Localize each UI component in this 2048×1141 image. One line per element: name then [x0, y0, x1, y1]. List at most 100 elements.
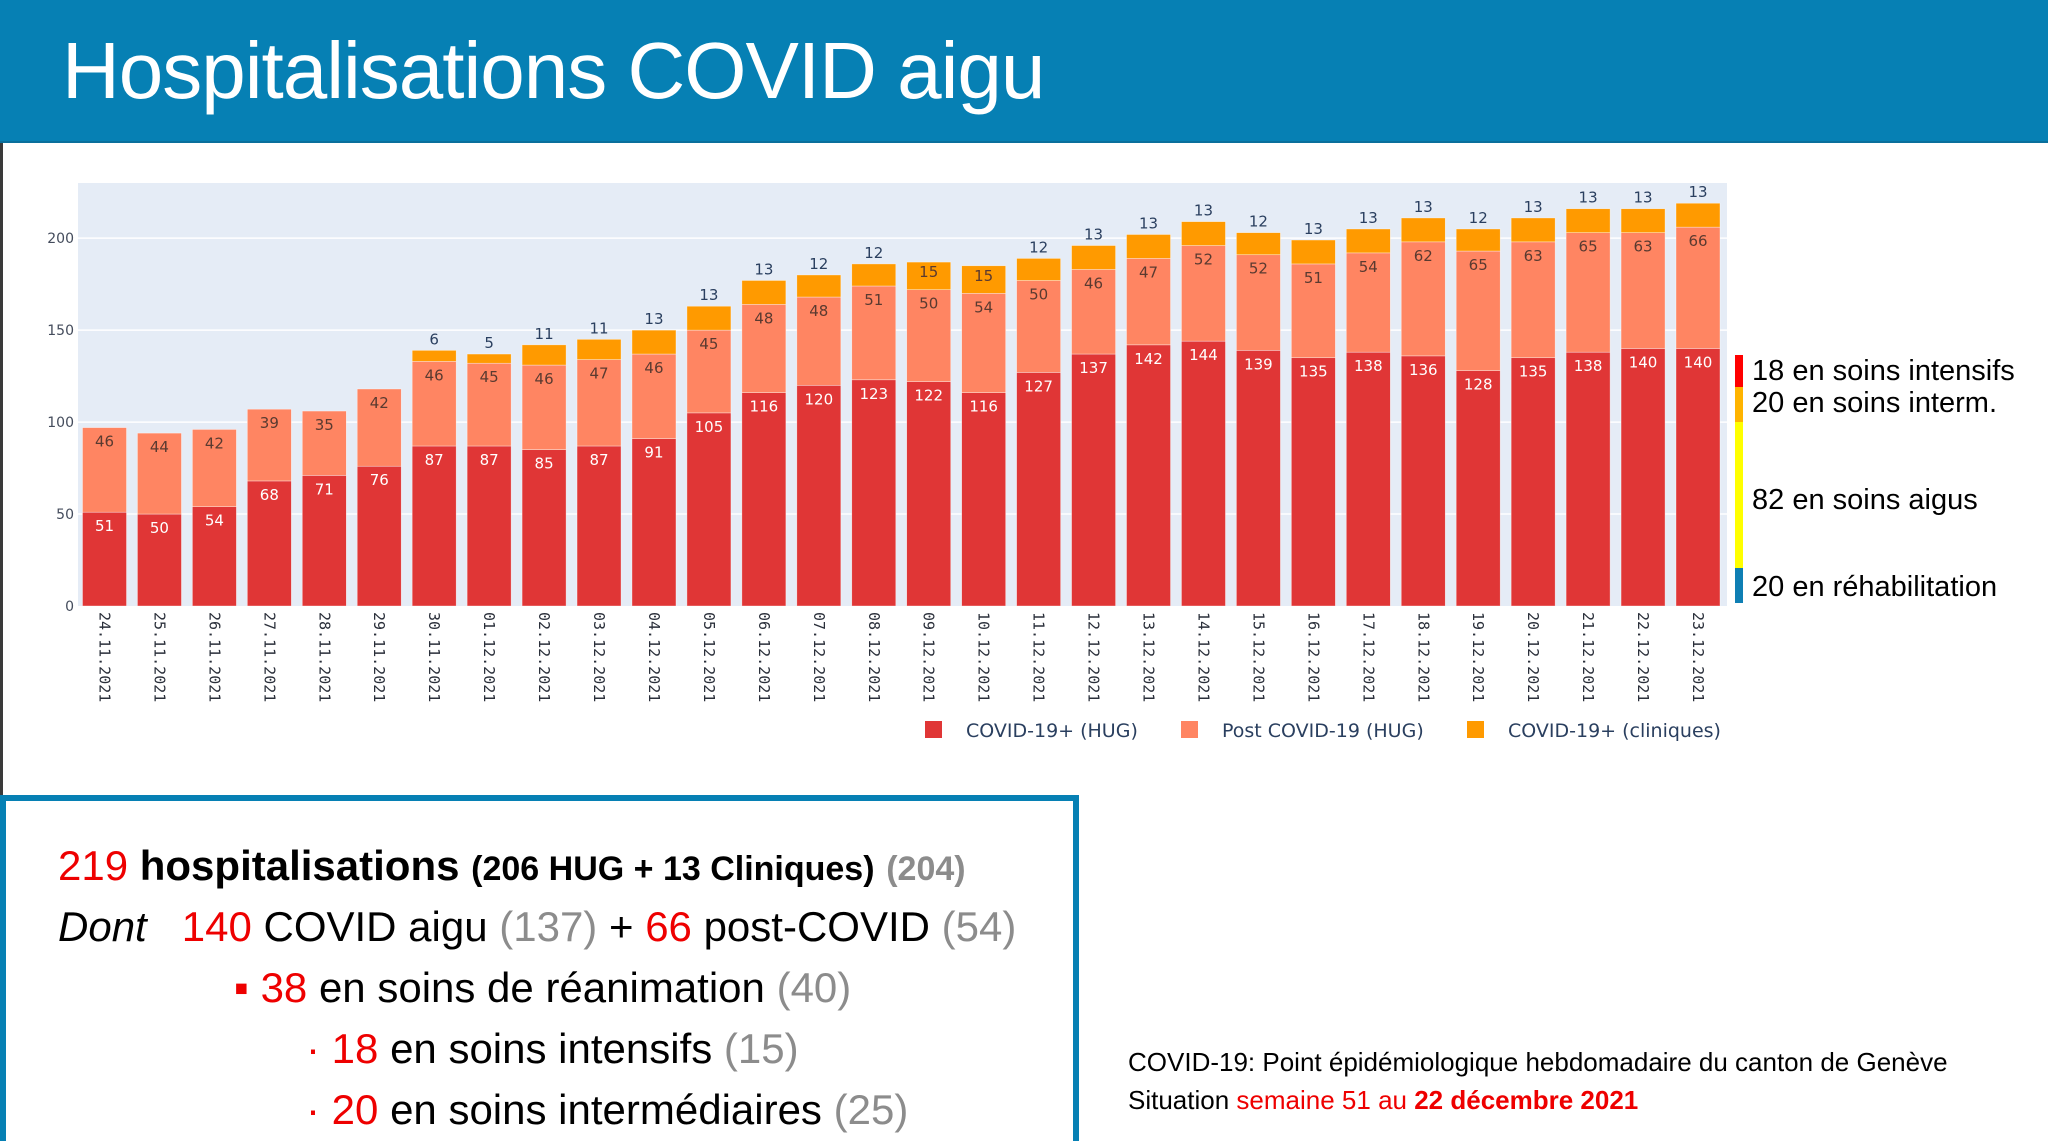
- label-post-covid-hug: 52: [1249, 260, 1268, 278]
- bar-post-covid-hug: [192, 429, 237, 507]
- label-covid-hug: 50: [150, 519, 169, 537]
- label-post-covid-hug: 50: [1029, 285, 1048, 303]
- bar-covid-hug: [192, 506, 237, 607]
- bar-covid-cliniques: [1675, 202, 1721, 228]
- label-covid-cliniques: 11: [589, 319, 608, 337]
- label-post-covid-hug: 48: [809, 302, 828, 320]
- label-covid-cliniques: 12: [809, 255, 828, 273]
- bar-post-covid-hug: [82, 427, 127, 513]
- bar-covid-hug: [356, 465, 402, 607]
- legend-label-covid-cliniques: COVID-19+ (cliniques): [1508, 720, 1721, 742]
- label-covid-cliniques: 13: [1634, 189, 1653, 207]
- reanimation-label: en soins de réanimation: [318, 964, 765, 1011]
- label-post-covid-hug: 47: [1139, 263, 1158, 281]
- bar-post-covid-hug: [1565, 232, 1611, 353]
- bar-post-covid-hug: [247, 408, 292, 482]
- bar-covid-hug: [1126, 344, 1171, 607]
- y-tick-label: 200: [47, 231, 74, 247]
- label-covid-hug: 76: [370, 471, 389, 489]
- y-tick-label: 0: [65, 599, 74, 615]
- label-post-covid-hug: 46: [95, 433, 114, 451]
- side-legend-bar-acute: [1735, 422, 1743, 568]
- bar-covid-hug: [1400, 355, 1446, 607]
- total-count: 219: [58, 842, 129, 889]
- reanimation-prev: (40): [776, 964, 852, 1011]
- legend-swatch-post-covid-hug: [1181, 721, 1198, 738]
- slide-header: Hospitalisations COVID aigu: [0, 0, 2048, 143]
- x-tick-label: 28.11.2021: [315, 612, 333, 702]
- bar-covid-hug: [1016, 372, 1061, 607]
- bar-covid-cliniques: [906, 261, 952, 290]
- x-tick-label: 14.12.2021: [1194, 612, 1212, 702]
- post-label: post-COVID: [703, 903, 930, 950]
- label-covid-cliniques: 13: [754, 260, 773, 278]
- label-covid-hug: 68: [260, 486, 279, 504]
- bar-post-covid-hug: [1126, 258, 1171, 346]
- x-tick-label: 05.12.2021: [700, 612, 718, 702]
- bar-post-covid-hug: [796, 296, 842, 386]
- summary-box: 219 hospitalisations (206 HUG + 13 Clini…: [0, 795, 1079, 1141]
- bar-covid-hug: [247, 480, 292, 607]
- label-covid-cliniques: 12: [1469, 209, 1488, 227]
- label-covid-hug: 120: [805, 390, 834, 408]
- bar-covid-hug: [1291, 357, 1336, 607]
- label-covid-hug: 140: [1684, 354, 1713, 372]
- x-tick-label: 22.12.2021: [1634, 612, 1652, 702]
- bar-covid-cliniques: [1016, 258, 1061, 281]
- x-tick-label: 26.11.2021: [205, 612, 223, 702]
- label-post-covid-hug: 51: [864, 291, 883, 309]
- x-tick-label: 11.12.2021: [1030, 612, 1048, 702]
- bar-post-covid-hug: [411, 361, 457, 447]
- intermediate-label: en soins intermédiaires: [390, 1086, 822, 1133]
- acute-prev: (137): [499, 903, 598, 950]
- side-legend-intermediate: 20 en soins interm.: [1752, 387, 1998, 419]
- intensive-prev: (15): [723, 1025, 799, 1072]
- summary-intensive-line: · 18 en soins intensifs (15): [306, 1024, 799, 1074]
- total-prev: (204): [886, 850, 966, 888]
- label-covid-cliniques: 12: [1249, 213, 1268, 231]
- label-covid-hug: 91: [644, 444, 663, 462]
- label-covid-hug: 87: [589, 451, 608, 469]
- label-covid-cliniques: 13: [699, 286, 718, 304]
- x-tick-label: 27.11.2021: [260, 612, 278, 702]
- label-post-covid-hug: 44: [150, 438, 169, 456]
- legend-label-post-covid-hug: Post COVID-19 (HUG): [1222, 720, 1424, 742]
- label-covid-cliniques: 13: [1084, 226, 1103, 244]
- y-tick-label: 150: [47, 323, 74, 339]
- bar-covid-hug: [796, 385, 842, 607]
- label-covid-cliniques: 11: [535, 325, 554, 343]
- dot-bullet-icon: ·: [306, 1086, 320, 1133]
- x-tick-label: 15.12.2021: [1249, 612, 1267, 702]
- label-covid-cliniques: 13: [1524, 198, 1543, 216]
- bar-post-covid-hug: [1291, 263, 1336, 359]
- label-post-covid-hug: 35: [315, 416, 334, 434]
- label-covid-hug: 87: [425, 451, 444, 469]
- x-tick-label: 07.12.2021: [810, 612, 828, 702]
- label-covid-hug: 128: [1464, 376, 1493, 394]
- bar-post-covid-hug: [466, 362, 512, 447]
- x-tick-label: 03.12.2021: [590, 612, 608, 702]
- label-post-covid-hug: 63: [1524, 247, 1543, 265]
- bar-post-covid-hug: [521, 364, 567, 450]
- total-label: hospitalisations: [139, 842, 460, 889]
- bar-covid-cliniques: [1620, 208, 1666, 233]
- label-covid-hug: 127: [1024, 377, 1053, 395]
- total-detail: (206 HUG + 13 Cliniques): [471, 850, 875, 888]
- footer-situation-prefix: Situation: [1128, 1085, 1230, 1115]
- label-post-covid-hug: 42: [370, 394, 389, 412]
- label-covid-cliniques: 13: [1194, 202, 1213, 220]
- bar-post-covid-hug: [301, 410, 347, 476]
- x-tick-label: 09.12.2021: [920, 612, 938, 702]
- label-covid-cliniques: 5: [484, 334, 494, 352]
- summary-breakdown-line: Dont 140 COVID aigu (137) + 66 post-COVI…: [58, 902, 1016, 952]
- label-covid-hug: 87: [480, 451, 499, 469]
- bar-covid-cliniques: [741, 280, 787, 305]
- legend-swatch-covid-cliniques: [1467, 721, 1484, 738]
- bar-covid-cliniques: [1400, 217, 1446, 243]
- x-tick-label: 23.12.2021: [1689, 612, 1707, 702]
- side-legend-intensive: 18 en soins intensifs: [1752, 355, 2015, 387]
- plot-background: [78, 183, 1727, 606]
- square-bullet-icon: ▪: [234, 964, 249, 1011]
- bar-covid-hug: [466, 445, 512, 607]
- label-post-covid-hug: 65: [1469, 256, 1488, 274]
